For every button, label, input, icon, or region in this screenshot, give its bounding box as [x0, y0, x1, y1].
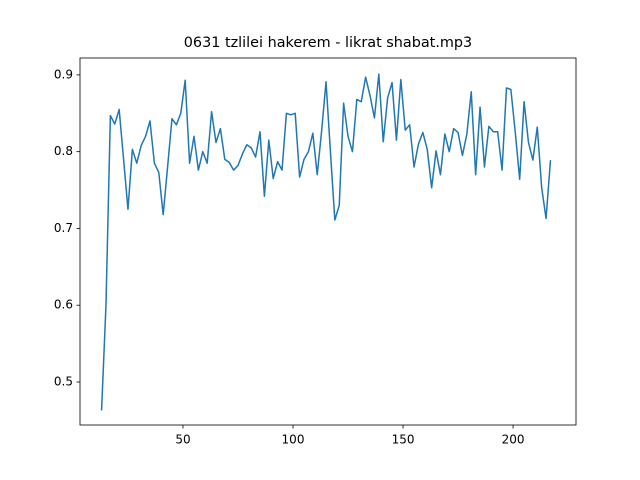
x-tick-label: 100	[282, 433, 305, 447]
y-tick-label: 0.7	[54, 221, 73, 235]
y-tick-label: 0.6	[54, 298, 73, 312]
plot-frame	[79, 57, 577, 426]
chart-title: 0631 tzlilei hakerem - likrat shabat.mp3	[184, 35, 472, 51]
data-line	[100, 73, 552, 411]
x-tick-label: 200	[502, 433, 525, 447]
y-tick-label: 0.9	[54, 67, 73, 81]
x-tick-label: 150	[392, 433, 415, 447]
y-tick-label: 0.5	[54, 375, 73, 389]
x-tick-label: 50	[175, 433, 190, 447]
y-tick-label: 0.8	[54, 144, 73, 158]
